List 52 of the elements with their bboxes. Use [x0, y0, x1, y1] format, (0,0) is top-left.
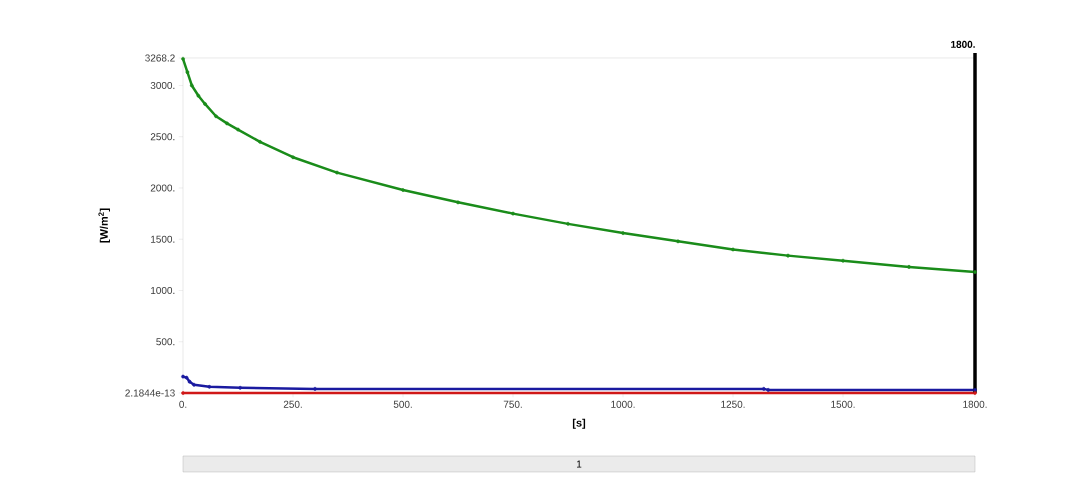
point — [401, 188, 405, 192]
x-axis-title: [s] — [572, 418, 586, 429]
point — [676, 239, 680, 244]
point — [184, 375, 189, 380]
x-tick-label: 0. — [179, 400, 187, 408]
point — [192, 382, 196, 387]
point — [973, 270, 977, 274]
point — [225, 121, 229, 126]
point — [181, 391, 185, 395]
point — [731, 247, 735, 252]
point — [203, 102, 207, 106]
x-tick-label: 1000. — [611, 400, 635, 408]
x-tick-label: 1800. — [963, 400, 987, 408]
x-tick-label: 1250. — [721, 400, 745, 408]
y-tick-label: 2.1844e-13 — [125, 389, 175, 397]
y-tick-label: 3000. — [150, 81, 175, 89]
point — [335, 170, 339, 175]
point — [313, 387, 317, 391]
point — [187, 379, 192, 384]
x-tick-label: 500. — [393, 400, 412, 408]
x-tick-label: 750. — [503, 400, 522, 408]
y-tick-label: 1000. — [151, 286, 175, 295]
point — [841, 258, 845, 263]
text: 1 — [577, 460, 582, 468]
y-tick-label: 2500. — [150, 133, 175, 141]
point — [214, 114, 218, 119]
point — [907, 265, 911, 269]
point — [786, 253, 790, 258]
point — [181, 374, 185, 379]
point — [761, 387, 766, 391]
point — [238, 386, 243, 390]
ref-line-label: 1800. — [951, 40, 975, 48]
y-tick-label: 500. — [156, 338, 175, 346]
y-tick-label: 2000. — [150, 184, 175, 192]
point — [185, 70, 190, 74]
point — [511, 211, 515, 216]
point — [181, 56, 185, 61]
point — [766, 388, 771, 392]
point — [566, 222, 570, 226]
point — [456, 200, 460, 205]
y-tick-label: 1500. — [151, 235, 175, 243]
point — [291, 155, 295, 160]
point — [207, 384, 212, 389]
x-tick-label: 250. — [283, 400, 302, 408]
y-axis-title: [W/m$^{2}$] — [98, 208, 110, 243]
point — [196, 93, 201, 98]
point — [258, 140, 262, 144]
x-tick-label: 1500. — [831, 400, 855, 408]
point — [189, 83, 194, 88]
y-tick-label: 3268.2 — [145, 54, 175, 62]
point — [236, 127, 240, 132]
point — [621, 231, 625, 235]
